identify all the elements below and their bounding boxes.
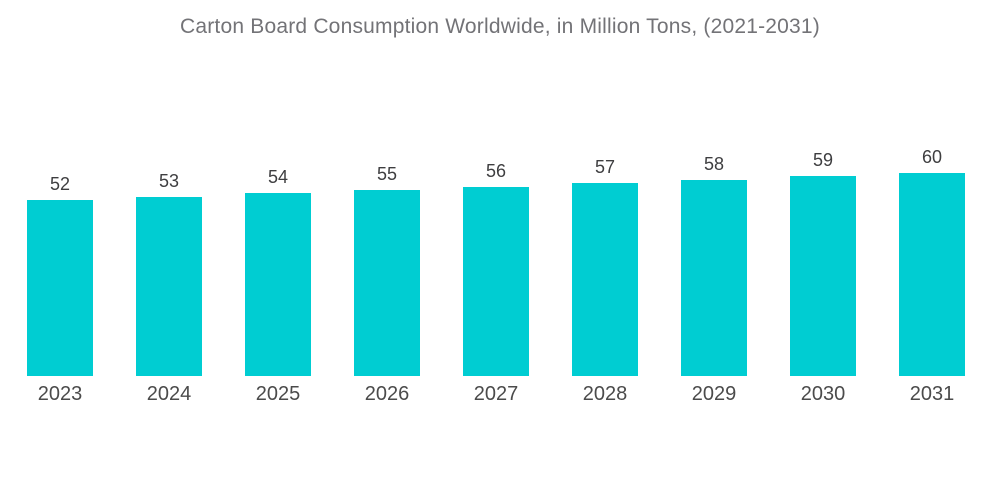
x-axis: 2023 2024 2025 2026 2027 2028 2029 2030 2031	[27, 384, 965, 404]
bar-value-label: 59	[812, 150, 834, 170]
x-axis-label: 2029	[691, 383, 737, 405]
bar	[136, 197, 202, 376]
chart-title: Carton Board Consumption Worldwide, in M…	[179, 15, 820, 38]
bar	[790, 176, 856, 376]
bar-value-label: 52	[49, 174, 71, 194]
x-axis-label: 2025	[255, 383, 301, 405]
bar	[27, 200, 93, 376]
bar-value-label: 57	[594, 157, 616, 177]
bar-column: 54	[245, 140, 311, 376]
bar-column: 58	[681, 140, 747, 376]
x-axis-label: 2030	[800, 383, 846, 405]
bar-value-label: 60	[921, 147, 943, 167]
bar-column: 56	[463, 140, 529, 376]
x-axis-label: 2026	[364, 383, 410, 405]
x-axis-label: 2028	[582, 383, 628, 405]
bar-value-label: 55	[376, 164, 398, 184]
x-axis-label: 2024	[146, 383, 192, 405]
bar-column: 55	[354, 140, 420, 376]
bar	[681, 180, 747, 376]
bar	[354, 190, 420, 376]
x-axis-label: 2027	[473, 383, 519, 405]
bar-value-label: 58	[703, 154, 725, 174]
bar-column: 53	[136, 140, 202, 376]
bar-value-label: 53	[158, 171, 180, 191]
bar	[899, 173, 965, 376]
bar	[463, 187, 529, 376]
x-axis-label: 2031	[909, 383, 955, 405]
bar-value-label: 56	[485, 161, 507, 181]
x-axis-label: 2023	[37, 383, 83, 405]
bar-column: 60	[899, 140, 965, 376]
bar-value-label: 54	[267, 167, 289, 187]
bar-column: 52	[27, 140, 93, 376]
bar-column: 57	[572, 140, 638, 376]
bar	[572, 183, 638, 376]
bar-column: 59	[790, 140, 856, 376]
bar-chart: 52 53 54 55 56 57 58 59 60	[27, 140, 965, 376]
bar	[245, 193, 311, 376]
